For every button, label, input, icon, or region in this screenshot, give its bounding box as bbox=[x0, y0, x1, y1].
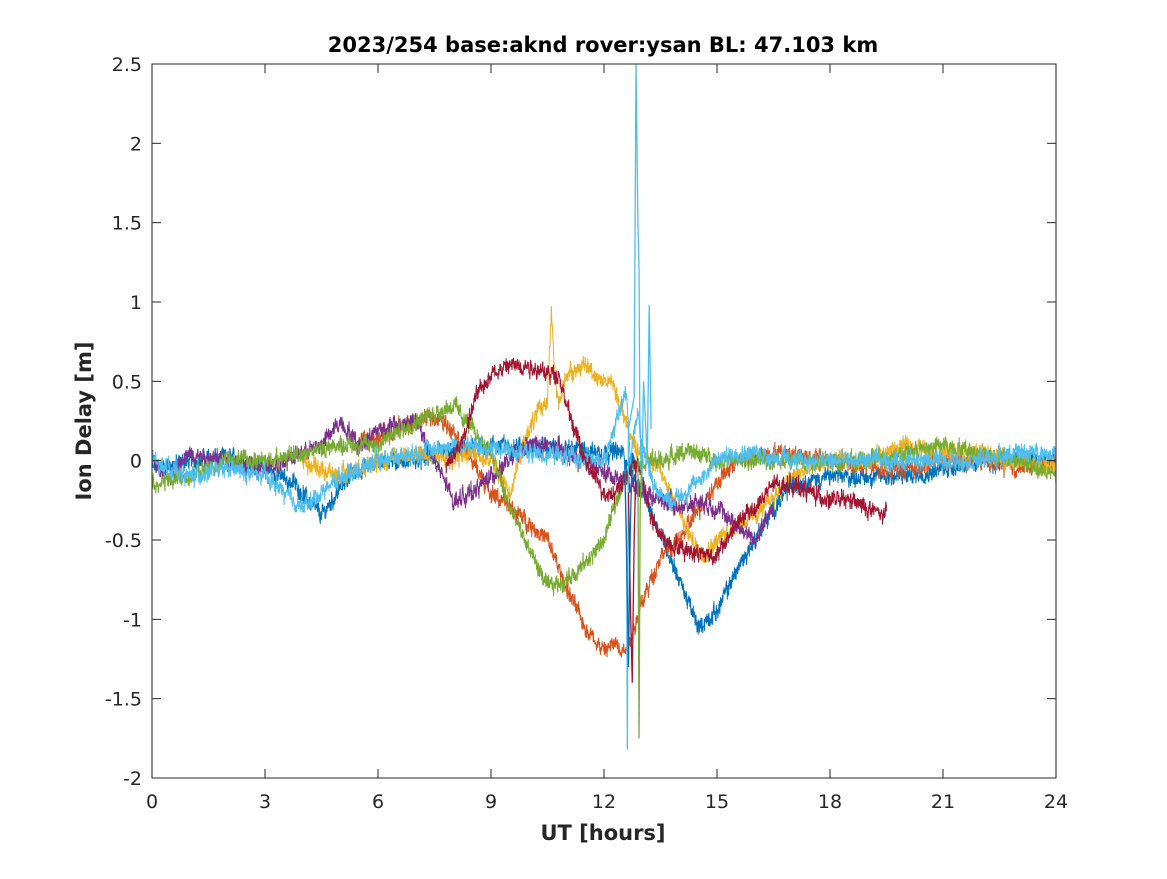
series-line-6 bbox=[152, 385, 1056, 513]
x-axis-label: UT [hours] bbox=[540, 821, 665, 845]
y-tick-label: 0 bbox=[130, 451, 142, 473]
series-line-3 bbox=[302, 306, 1056, 564]
x-tick-label: 9 bbox=[485, 791, 497, 813]
x-tick-label: 0 bbox=[146, 791, 158, 813]
y-tick-label: 2 bbox=[130, 133, 142, 155]
spike-line-1 bbox=[624, 64, 652, 750]
x-tick-label: 21 bbox=[931, 791, 955, 813]
x-tick-label: 3 bbox=[259, 791, 271, 813]
spike-line-2 bbox=[637, 460, 643, 739]
y-tick-label: 1.5 bbox=[112, 213, 142, 235]
x-tick-label: 15 bbox=[705, 791, 729, 813]
x-tick-label: 18 bbox=[818, 791, 842, 813]
x-tick-label: 6 bbox=[372, 791, 384, 813]
y-tick-label: 2.5 bbox=[112, 54, 142, 76]
y-tick-label: -0.5 bbox=[105, 530, 142, 552]
spike-line-3 bbox=[624, 452, 635, 667]
chart-title: 2023/254 base:aknd rover:ysan BL: 47.103… bbox=[328, 33, 878, 57]
y-tick-label: -1.5 bbox=[105, 689, 142, 711]
y-tick-label: -1 bbox=[123, 609, 142, 631]
x-tick-label: 24 bbox=[1044, 791, 1068, 813]
y-axis-label: Ion Delay [m] bbox=[72, 342, 96, 501]
x-tick-label: 12 bbox=[592, 791, 616, 813]
spike-line-4 bbox=[627, 460, 637, 683]
series-line-7 bbox=[445, 358, 887, 566]
axes: 0 3 6 9 12 15 18 21 24 -2 -1.5 -1 -0.5 0 0.5 1 1.5 2 2.5 bbox=[105, 54, 1068, 813]
y-tick-label: 1 bbox=[130, 292, 142, 314]
plot-area bbox=[152, 64, 1056, 750]
y-tick-label: -2 bbox=[123, 768, 142, 790]
y-tick-label: 0.5 bbox=[112, 371, 142, 393]
